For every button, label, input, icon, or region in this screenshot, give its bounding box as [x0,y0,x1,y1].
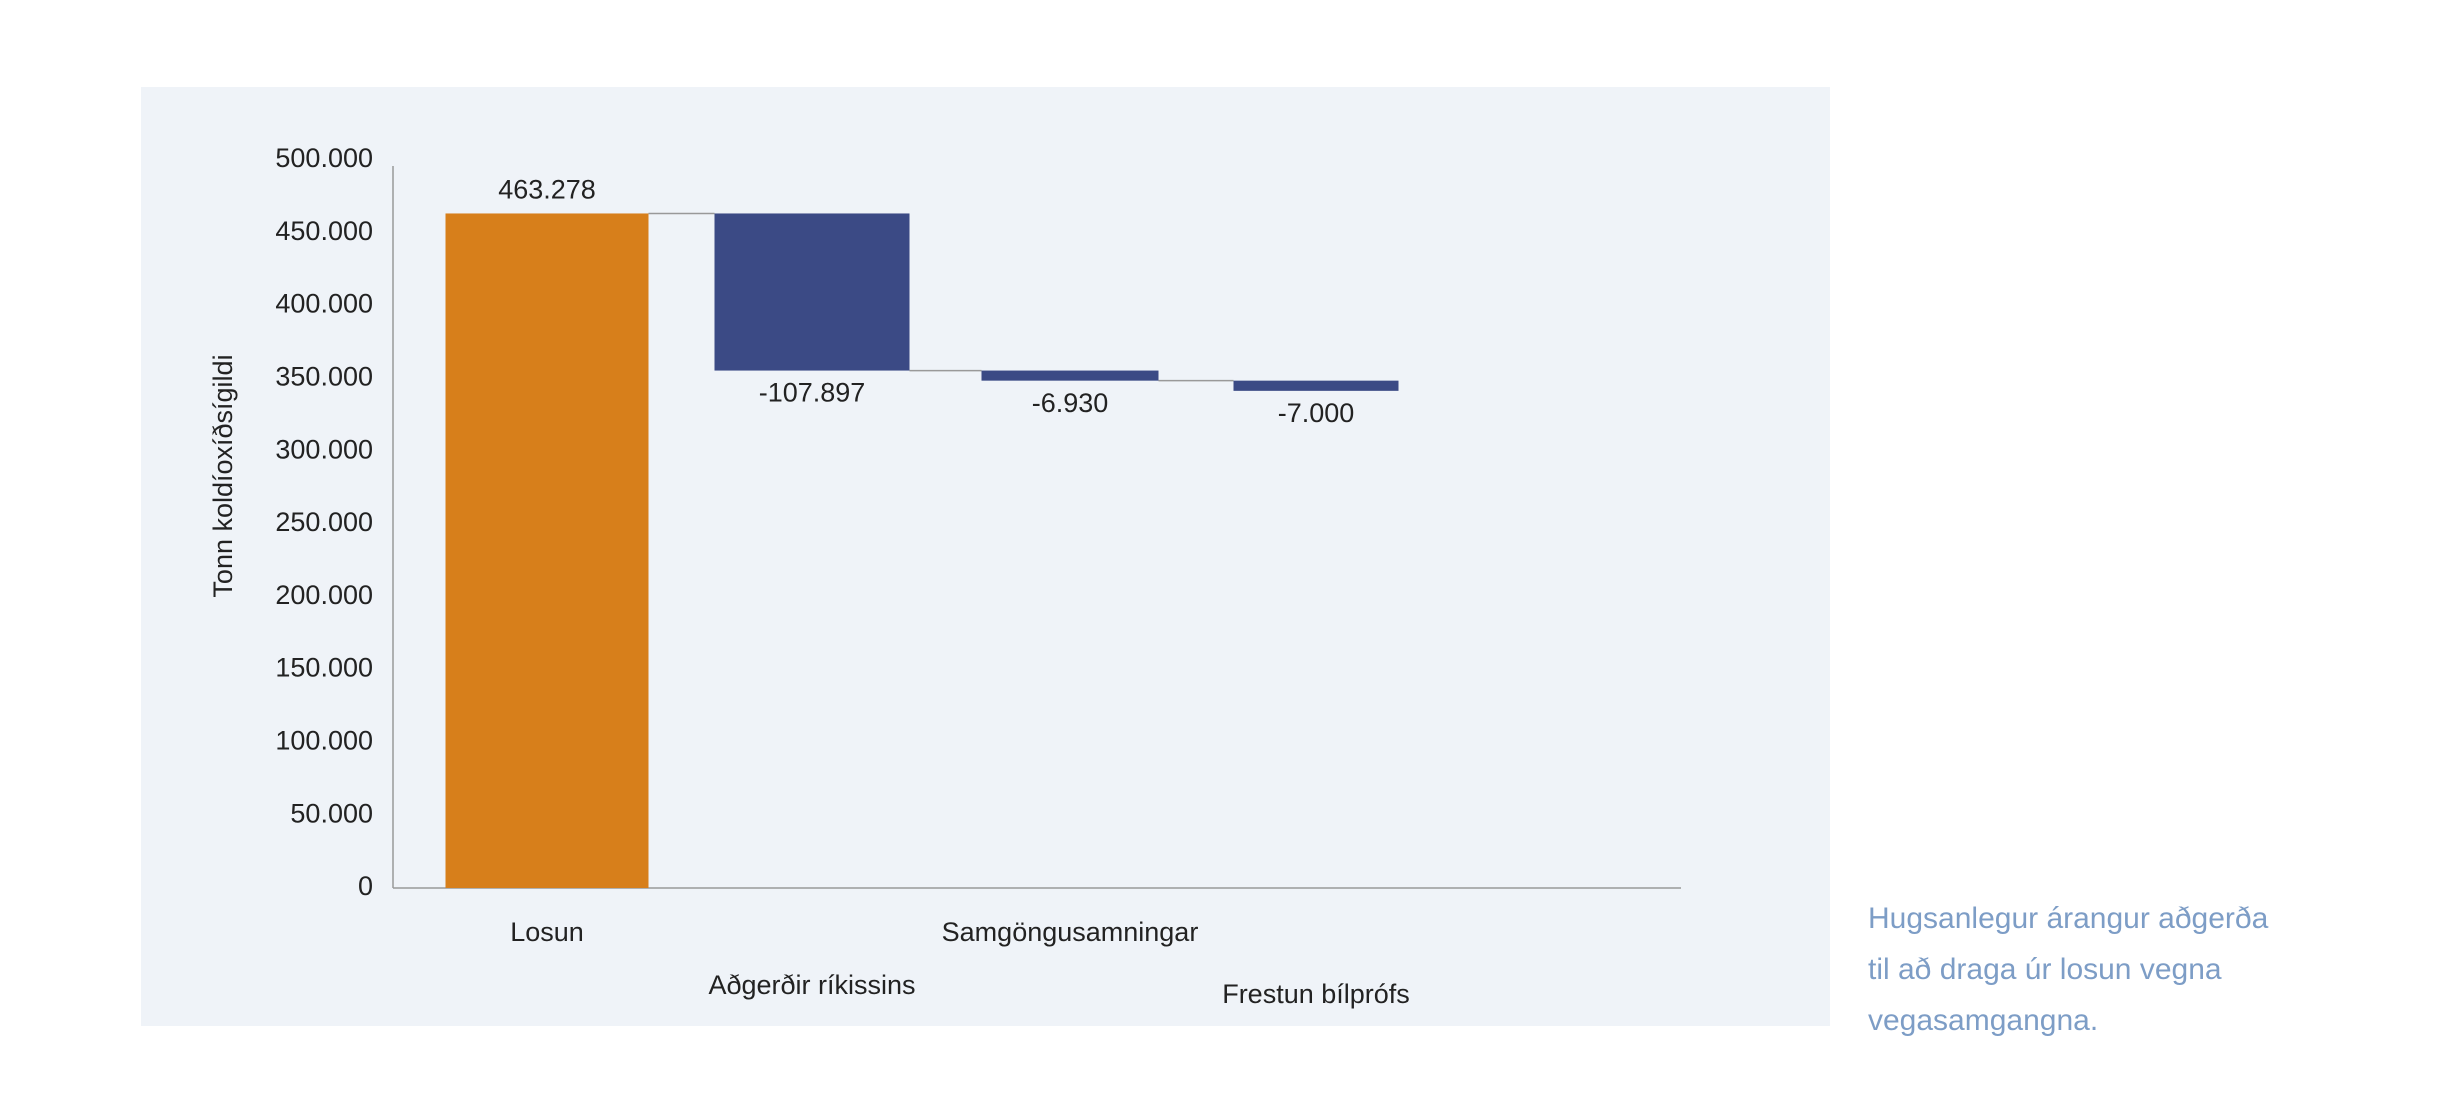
y-tick-label: 250.000 [275,507,373,537]
bar [1233,380,1399,391]
bar [714,213,910,371]
caption: Hugsanlegur árangur aðgerða til að draga… [1868,902,2269,1037]
value-label: 463.278 [498,175,596,205]
y-tick-label: 500.000 [275,143,373,173]
y-axis-title: Tonn koldíoxíðsígildi [208,354,238,597]
y-tick-label: 0 [358,871,373,901]
bar [981,370,1159,381]
y-tick-label: 50.000 [290,798,373,828]
y-tick-label: 450.000 [275,216,373,246]
y-tick-label: 100.000 [275,726,373,756]
value-label: -7.000 [1278,398,1355,428]
y-tick-label: 400.000 [275,289,373,319]
y-tick-label: 150.000 [275,653,373,683]
x-tick-label: Samgöngusamningar [942,917,1199,947]
x-tick-label: Aðgerðir ríkissins [708,970,915,1000]
bar [445,213,649,889]
value-label: -6.930 [1032,388,1109,418]
x-tick-label: Losun [510,917,584,947]
y-tick-label: 300.000 [275,434,373,464]
y-tick-label: 200.000 [275,580,373,610]
chart-panel [141,87,1830,1026]
x-tick-label: Frestun bílprófs [1222,979,1410,1009]
value-label: -107.897 [759,378,866,408]
y-tick-label: 350.000 [275,362,373,392]
